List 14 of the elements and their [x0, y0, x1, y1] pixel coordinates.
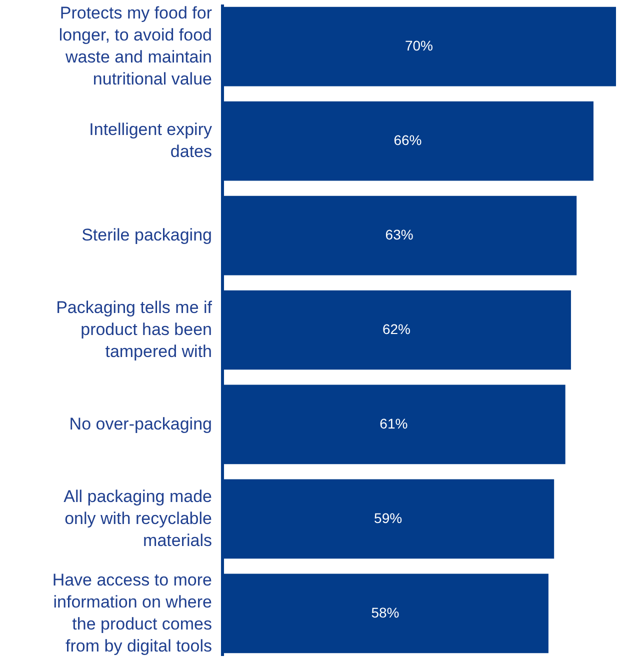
data-label: 59% [374, 510, 402, 526]
data-label: 58% [371, 604, 400, 620]
y-tick-label: Have access to more information on where the product comes from by digital tools [52, 570, 212, 656]
data-label: 70% [404, 38, 434, 54]
data-label: 61% [380, 415, 408, 432]
data-label: 63% [385, 226, 414, 243]
y-tick-label: Protects my food for longer, to avoid food waste and maintain nutritional value [58, 4, 212, 89]
y-tick-label: All packaging made only with recyclable materials [64, 486, 212, 550]
y-tick-label: No over-packaging [69, 414, 212, 434]
data-label: 62% [382, 321, 410, 337]
data-label: 66% [394, 132, 422, 148]
y-tick-label: Packaging tells me if product has been tampered with [56, 298, 212, 361]
y-tick-label: Intelligent expiry dates [89, 120, 212, 162]
y-tick-label: Sterile packaging [82, 226, 212, 245]
